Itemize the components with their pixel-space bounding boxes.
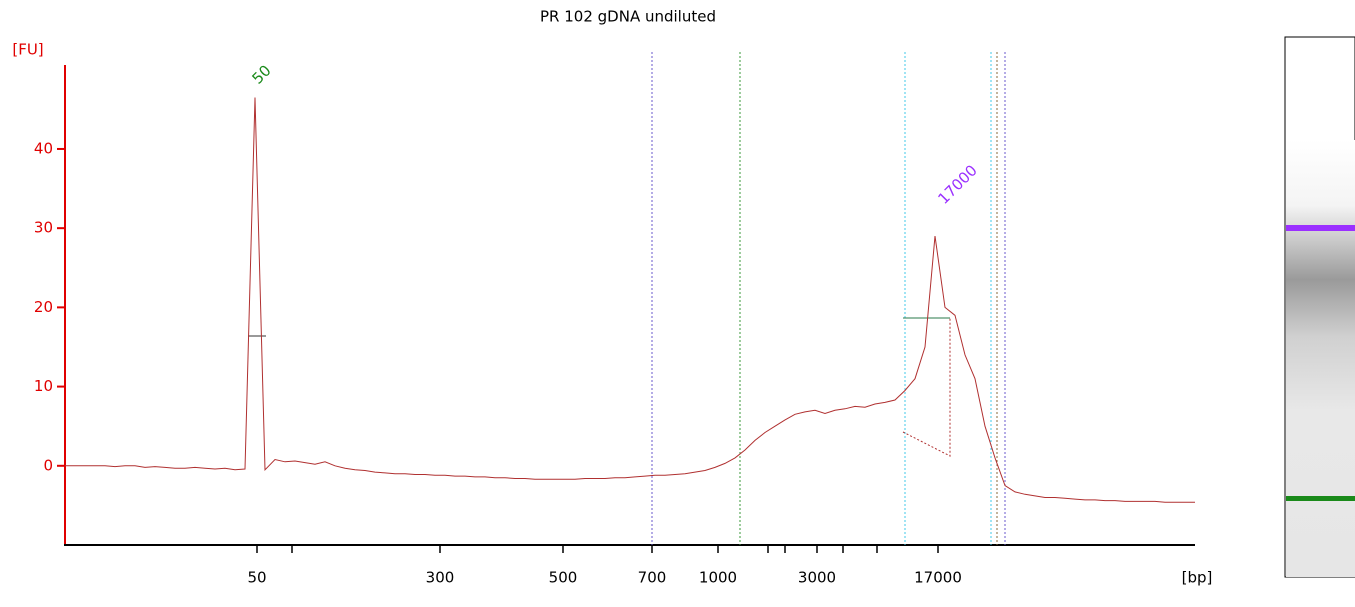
x-tick-label: 17000	[914, 569, 962, 587]
gel-lane	[1286, 140, 1355, 577]
y-tick-label: 0	[43, 456, 53, 474]
y-tick-label: 40	[34, 139, 53, 157]
baseline-marker	[902, 318, 951, 457]
x-tick-label: 1000	[699, 569, 737, 587]
x-tick-label: 3000	[798, 569, 836, 587]
minor-ticks	[291, 545, 878, 553]
y-tick-label: 10	[34, 377, 53, 395]
gel-band	[1286, 225, 1355, 231]
chart-title: PR 102 gDNA undiluted	[540, 8, 716, 26]
y-tick-label: 30	[34, 219, 53, 237]
peak-label: 50	[249, 62, 275, 88]
region-markers	[651, 52, 1006, 545]
x-axis-label: [bp]	[1182, 569, 1213, 587]
y-tick-label: 20	[34, 298, 53, 316]
y-axis-label: [FU]	[12, 41, 43, 59]
peak-label: 17000	[934, 161, 980, 207]
x-tick-label: 700	[638, 569, 667, 587]
x-tick-label: 300	[426, 569, 455, 587]
trace	[65, 97, 1195, 503]
gel-band	[1286, 496, 1355, 501]
x-tick-label: 500	[549, 569, 578, 587]
x-tick-label: 50	[247, 569, 266, 587]
